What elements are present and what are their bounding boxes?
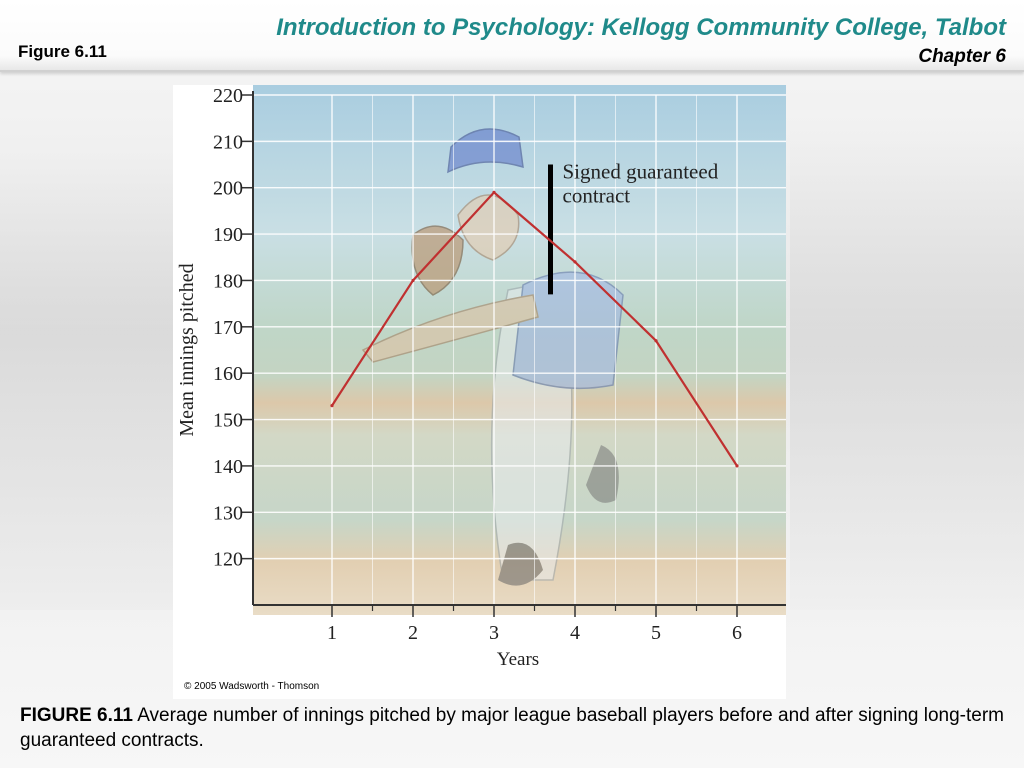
data-point xyxy=(411,278,415,283)
x-tick-label: 4 xyxy=(570,622,580,644)
y-tick-label: 200 xyxy=(213,178,243,200)
series-line xyxy=(331,190,738,467)
series-layer xyxy=(330,190,739,468)
pitcher-jersey xyxy=(512,271,624,390)
slide-background-right xyxy=(790,130,1024,610)
pitcher-illustration xyxy=(361,128,624,586)
caption-head: FIGURE 6.11 xyxy=(20,705,133,726)
contract-annotation-label: Signed guaranteed xyxy=(563,160,719,184)
data-point xyxy=(492,190,496,194)
y-tick-label: 220 xyxy=(213,85,243,107)
grid-layer xyxy=(253,94,786,605)
header-bar: Introduction to Psychology: Kellogg Comm… xyxy=(0,0,1024,72)
pitcher-shoe-front xyxy=(498,542,543,586)
course-title: Introduction to Psychology: Kellogg Comm… xyxy=(276,14,1006,41)
ticks-layer: 120 130 140 150 160 170 180 190 200 210 220 1 2 3 4 5 6 xyxy=(213,85,742,644)
x-tick-label: 5 xyxy=(651,622,661,644)
y-tick-label: 140 xyxy=(213,456,243,478)
data-point xyxy=(654,339,658,343)
y-tick-label: 180 xyxy=(213,270,243,292)
y-axis-title: Mean innings pitched xyxy=(176,263,198,436)
copyright-text: © 2005 Wadsworth - Thomson xyxy=(184,681,320,692)
contract-annotation-label: contract xyxy=(563,184,631,208)
pitcher-shoe-back xyxy=(586,445,619,503)
data-point xyxy=(573,260,577,264)
y-tick-label: 120 xyxy=(213,549,243,571)
chapter-label: Chapter 6 xyxy=(918,46,1006,67)
y-tick-label: 130 xyxy=(213,502,243,524)
pitcher-face xyxy=(457,194,520,261)
y-tick-label: 150 xyxy=(213,410,243,432)
x-tick-label: 6 xyxy=(732,622,742,644)
axes-layer xyxy=(252,91,786,606)
x-tick-label: 2 xyxy=(408,622,418,644)
y-tick-label: 160 xyxy=(213,363,243,385)
slide-background-left xyxy=(0,150,175,610)
figure-panel: 120 130 140 150 160 170 180 190 200 210 220 1 2 3 4 5 6 … xyxy=(173,85,786,699)
y-tick-label: 190 xyxy=(213,224,243,246)
data-point xyxy=(735,464,739,468)
figure-caption: FIGURE 6.11 Average number of innings pi… xyxy=(20,703,1010,753)
x-axis-title: Years xyxy=(497,649,539,670)
y-tick-label: 170 xyxy=(213,317,243,339)
y-tick-label: 210 xyxy=(213,131,243,153)
pitcher-cap xyxy=(447,128,524,174)
x-tick-label: 3 xyxy=(489,622,499,644)
data-point xyxy=(330,404,334,408)
x-tick-label: 1 xyxy=(327,622,337,644)
figure-label: Figure 6.11 xyxy=(18,42,107,61)
caption-text: Average number of innings pitched by maj… xyxy=(20,705,1005,751)
